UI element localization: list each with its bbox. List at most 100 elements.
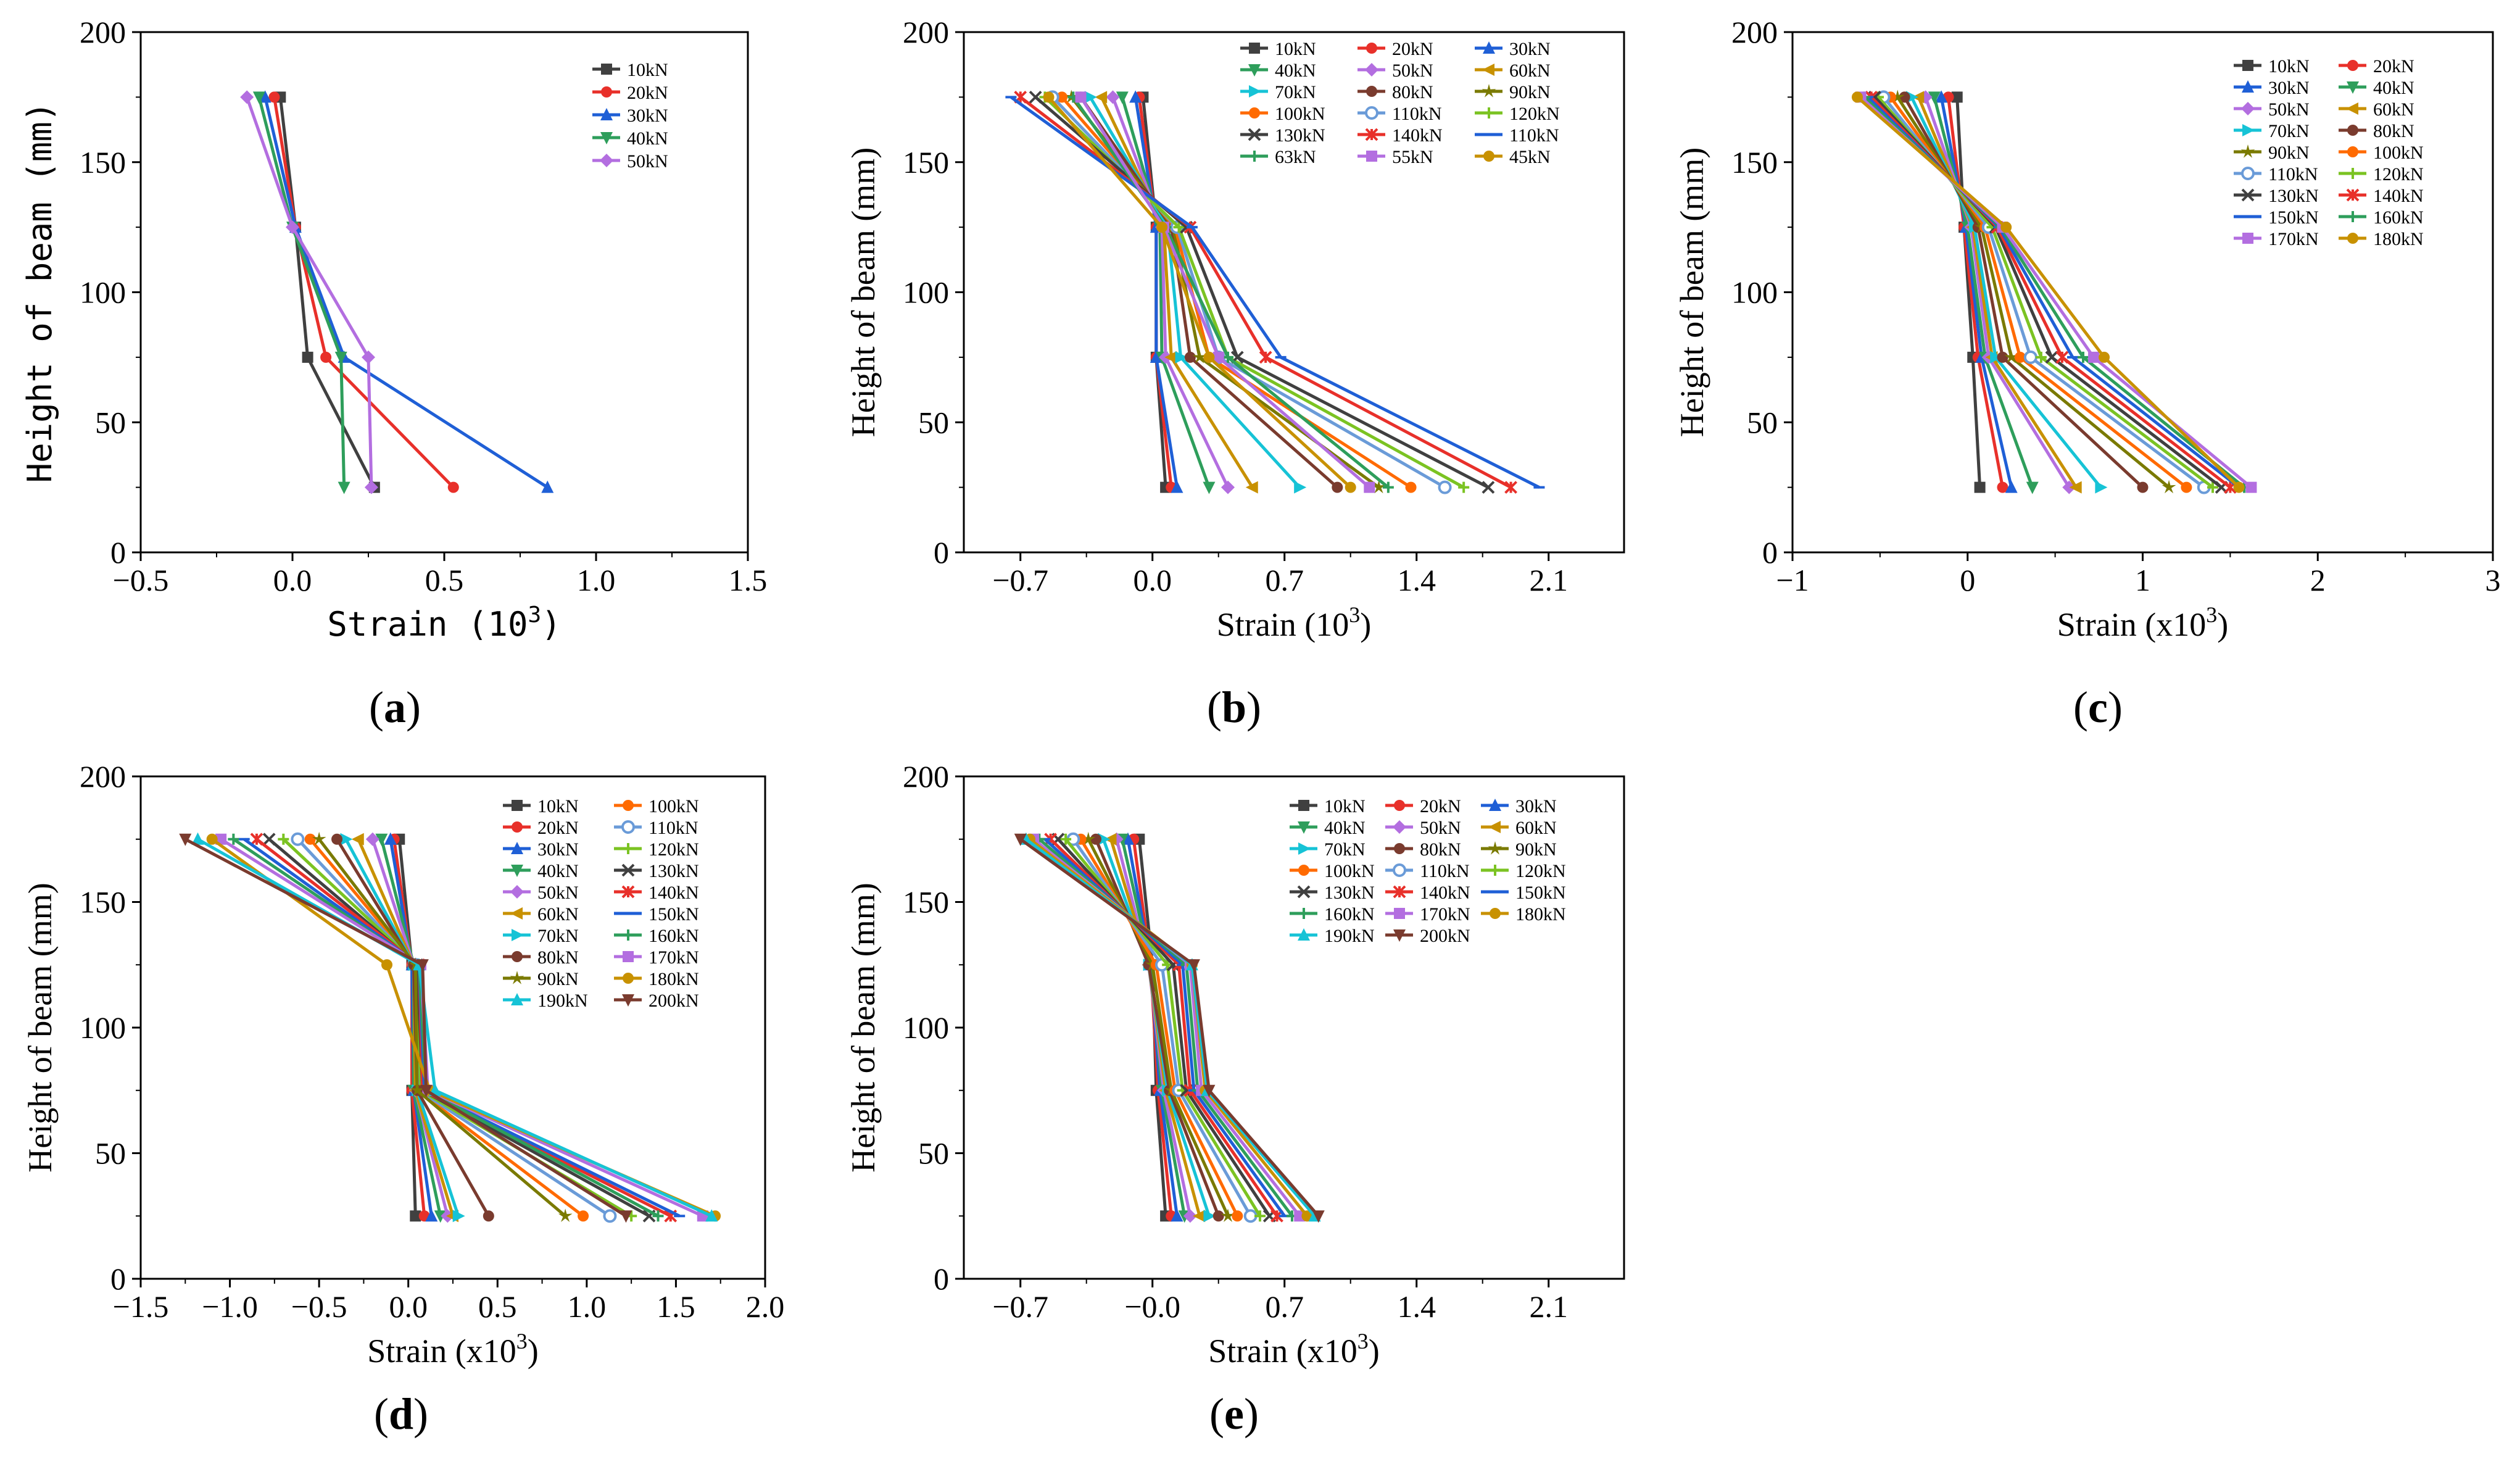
- data-point: [1171, 1209, 1183, 1222]
- data-point: [384, 832, 397, 845]
- legend-item: 140kN: [1357, 125, 1443, 146]
- legend-marker: [623, 951, 634, 962]
- data-point: [1056, 91, 1067, 103]
- legend-marker: [512, 800, 523, 811]
- series-line: [1134, 96, 1179, 488]
- legend-marker: [1489, 799, 1501, 811]
- legend-label: 110kN: [649, 818, 698, 838]
- data-point: [447, 481, 459, 493]
- legend-label: 30kN: [537, 839, 579, 860]
- legend-item: 63kN: [1240, 147, 1316, 167]
- series-line: [273, 96, 455, 489]
- y-tick-label: 200: [903, 759, 949, 794]
- series-line: [211, 838, 716, 1218]
- legend-item: 130kN: [1290, 883, 1375, 903]
- legend-item: 70kN: [2234, 121, 2310, 141]
- legend-label: 80kN: [1420, 839, 1461, 860]
- data-point: [1095, 91, 1108, 104]
- legend-label: 70kN: [2268, 121, 2310, 141]
- legend-label: 110kN: [1392, 104, 1442, 124]
- legend-label: 110kN: [1509, 125, 1559, 146]
- data-point: [1075, 91, 1087, 103]
- legend-item: 60kN: [503, 904, 579, 925]
- data-point: [2137, 481, 2149, 493]
- legend-item: 30kN: [1475, 39, 1551, 59]
- data-point: [1098, 833, 1111, 846]
- series-line: [268, 838, 650, 1218]
- legend-item: 90kN: [1475, 82, 1551, 102]
- legend-marker: [621, 820, 635, 834]
- legend-marker: [2347, 168, 2358, 179]
- legend-label: 140kN: [2373, 186, 2424, 206]
- legend-label: 45kN: [1509, 147, 1551, 167]
- legend-item: 110kN: [1385, 861, 1470, 881]
- data-point: [1364, 481, 1375, 493]
- data-point: [1974, 481, 1986, 493]
- data-point: [240, 90, 254, 104]
- panel-label: (a): [369, 683, 421, 732]
- series-45kN: [1043, 91, 1356, 493]
- data-point: [2014, 351, 2026, 363]
- data-point: [262, 833, 276, 846]
- data-point: [302, 351, 313, 363]
- legend-item: 80kN: [1385, 839, 1461, 860]
- series-30kN: [259, 90, 554, 493]
- series-20kN: [268, 91, 459, 493]
- data-point: [410, 1083, 425, 1097]
- legend-label: 50kN: [2268, 99, 2310, 120]
- series-line: [1856, 96, 2240, 489]
- legend-item: 50kN: [1357, 60, 1433, 81]
- legend-marker: [1366, 86, 1377, 97]
- legend-item: 180kN: [2339, 229, 2424, 249]
- legend-item: 120kN: [2339, 164, 2424, 185]
- data-point: [1221, 1208, 1235, 1222]
- legend-item: 90kN: [2234, 143, 2310, 163]
- legend-label: 10kN: [1275, 39, 1316, 59]
- data-point: [1043, 91, 1055, 103]
- data-point: [1203, 1210, 1216, 1223]
- legend-item: 120kN: [1481, 861, 1566, 881]
- data-point: [1164, 351, 1177, 364]
- legend-item: 100kN: [614, 796, 699, 817]
- legend-label: 200kN: [1420, 926, 1470, 946]
- legend-label: 80kN: [537, 947, 579, 968]
- legend-label: 110kN: [2268, 164, 2318, 185]
- legend-marker: [511, 993, 523, 1005]
- legend-item: 30kN: [2234, 78, 2310, 98]
- data-point: [1183, 1209, 1197, 1223]
- series-line: [1111, 96, 1230, 488]
- data-point: [541, 480, 554, 493]
- legend-label: 150kN: [2268, 207, 2319, 228]
- legend-marker: [1249, 85, 1261, 98]
- legend-label: 160kN: [649, 926, 699, 946]
- legend-item: 60kN: [1481, 818, 1557, 838]
- x-tick-label: 0.5: [425, 563, 464, 597]
- y-tick-label: 100: [903, 1010, 949, 1045]
- legend-item: 110kN: [614, 818, 698, 838]
- series-line: [1079, 96, 1338, 489]
- legend-marker: [1490, 865, 1501, 876]
- data-point: [1254, 1210, 1266, 1222]
- panel-label: (c): [2073, 683, 2123, 732]
- x-tick-label: −0.5: [291, 1289, 347, 1324]
- data-point: [1438, 480, 1452, 494]
- series-line: [1087, 838, 1230, 1217]
- legend-marker: [512, 821, 523, 833]
- data-point: [1222, 351, 1233, 363]
- legend-item: 80kN: [503, 947, 579, 968]
- legend-item: 140kN: [2339, 186, 2424, 206]
- legend-marker: [623, 929, 634, 941]
- series-line: [1009, 96, 1540, 489]
- data-point: [2161, 480, 2176, 494]
- x-tick-label: 1.5: [657, 1289, 695, 1324]
- data-point: [2026, 481, 2039, 494]
- legend-item: 200kN: [1385, 926, 1470, 946]
- x-tick-label: −0.5: [113, 563, 169, 597]
- legend-label: 63kN: [1275, 147, 1316, 167]
- data-point: [410, 1210, 421, 1222]
- x-tick-label: 0.7: [1265, 1289, 1304, 1324]
- legend-item: 40kN: [503, 861, 579, 881]
- data-point: [2035, 351, 2047, 363]
